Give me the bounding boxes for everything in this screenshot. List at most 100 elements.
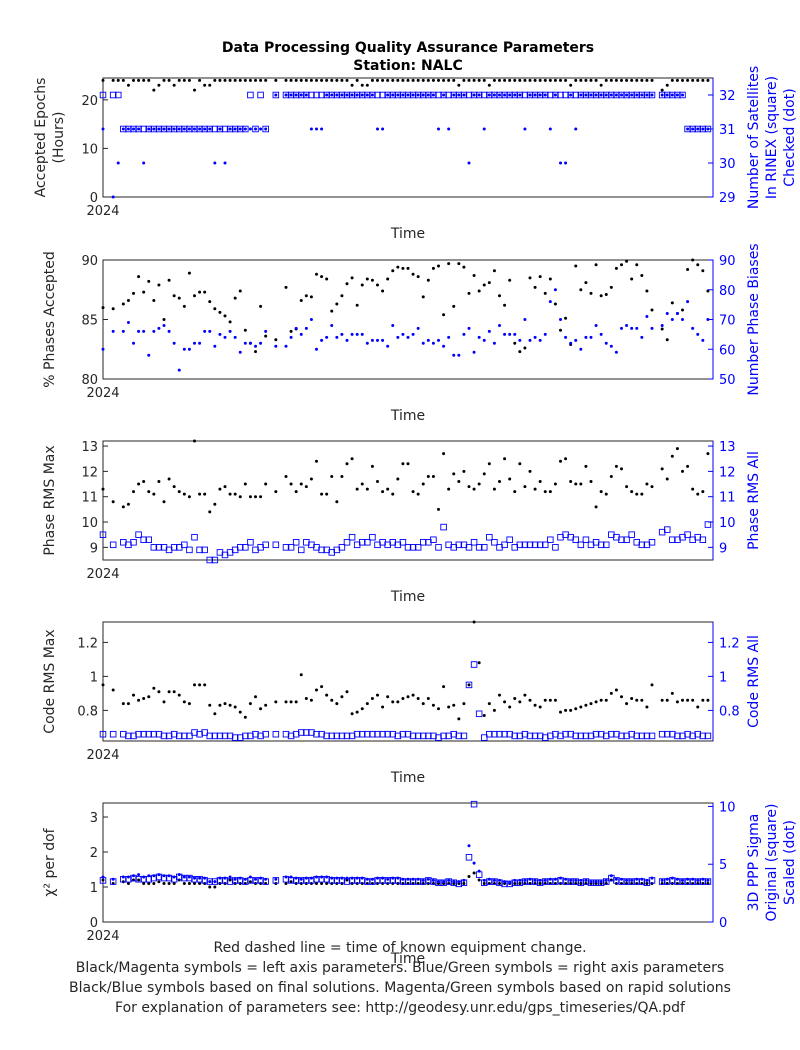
dot-marker xyxy=(660,93,664,97)
square-marker xyxy=(414,91,422,99)
square-marker xyxy=(181,125,188,133)
dot-marker xyxy=(137,698,141,702)
dot-marker xyxy=(620,263,623,267)
square-marker xyxy=(669,91,676,99)
dot-marker xyxy=(691,877,695,881)
square-marker xyxy=(236,125,244,133)
dot-marker xyxy=(299,78,303,82)
square-marker xyxy=(486,91,493,99)
square-marker xyxy=(247,732,254,740)
x-axis-label: Time xyxy=(390,408,425,424)
dot-marker xyxy=(533,335,537,339)
dot-marker xyxy=(482,78,486,82)
dot-marker xyxy=(503,332,507,336)
square-marker xyxy=(328,91,336,99)
dot-marker xyxy=(589,93,593,97)
dot-marker xyxy=(640,78,644,82)
dot-marker xyxy=(147,127,151,131)
dot-marker xyxy=(477,661,481,665)
dot-marker xyxy=(614,350,618,354)
square-marker xyxy=(226,125,234,133)
dot-marker xyxy=(365,277,369,281)
dot-marker xyxy=(320,78,324,82)
dot-marker xyxy=(635,698,639,702)
square-marker xyxy=(699,732,707,740)
square-marker xyxy=(135,876,142,883)
dot-marker xyxy=(640,93,644,97)
dot-marker xyxy=(650,308,654,312)
dot-marker xyxy=(172,485,176,489)
right-tick-label: 29 xyxy=(719,191,736,206)
dot-marker xyxy=(299,482,303,486)
square-marker xyxy=(318,546,325,554)
dot-marker xyxy=(162,127,166,131)
square-marker xyxy=(638,91,646,99)
left-tick-label: 0 xyxy=(90,916,98,931)
left-tick-label: 90 xyxy=(81,254,98,269)
square-marker xyxy=(542,541,549,549)
square-marker xyxy=(521,878,529,885)
dot-marker xyxy=(157,83,161,87)
dot-marker xyxy=(614,93,618,97)
square-marker xyxy=(226,878,234,885)
dot-marker xyxy=(177,127,181,131)
dot-marker xyxy=(457,480,461,484)
dot-marker xyxy=(294,700,298,704)
dot-marker xyxy=(472,78,476,82)
dot-marker xyxy=(681,469,684,473)
dot-marker xyxy=(193,882,196,885)
dot-marker xyxy=(208,885,212,889)
dot-marker xyxy=(426,697,430,700)
dot-marker xyxy=(513,697,517,700)
dot-marker xyxy=(360,332,364,336)
square-marker xyxy=(536,732,544,740)
dot-marker xyxy=(264,877,268,881)
dot-marker xyxy=(365,702,369,706)
dot-marker xyxy=(284,78,288,82)
dot-marker xyxy=(640,877,644,881)
dot-marker xyxy=(304,326,308,330)
dot-marker xyxy=(564,316,568,320)
dot-marker xyxy=(126,83,130,87)
dot-marker xyxy=(614,464,618,468)
square-marker xyxy=(430,878,437,885)
square-marker xyxy=(633,732,641,740)
dot-marker xyxy=(223,161,227,165)
square-marker xyxy=(430,91,437,99)
dot-marker xyxy=(126,320,130,324)
square-marker xyxy=(531,732,539,740)
dot-marker xyxy=(467,161,471,165)
square-marker xyxy=(674,91,681,99)
square-marker xyxy=(587,879,595,886)
square-marker xyxy=(704,878,712,885)
dot-marker xyxy=(604,878,608,882)
square-marker xyxy=(130,539,137,546)
dot-marker xyxy=(304,876,308,880)
dot-marker xyxy=(533,878,537,882)
dot-marker xyxy=(355,93,359,97)
square-marker xyxy=(531,91,539,99)
series-right-square xyxy=(99,521,712,564)
square-marker xyxy=(684,125,691,133)
square-marker xyxy=(186,125,193,133)
dot-marker xyxy=(508,93,512,97)
dot-marker xyxy=(289,335,293,339)
dot-marker xyxy=(498,878,501,882)
square-marker xyxy=(587,91,595,99)
dot-marker xyxy=(208,127,212,131)
square-marker xyxy=(318,91,325,99)
dot-marker xyxy=(264,482,268,486)
dot-marker xyxy=(335,500,339,504)
square-marker xyxy=(542,91,549,99)
square-marker xyxy=(328,732,336,740)
square-marker xyxy=(679,732,686,740)
dot-marker xyxy=(162,874,166,878)
dot-marker xyxy=(345,93,349,97)
square-marker xyxy=(374,730,381,738)
dot-marker xyxy=(706,318,710,321)
dot-marker xyxy=(182,127,186,131)
square-marker xyxy=(99,730,107,738)
dot-marker xyxy=(462,882,466,885)
right-tick-label: 90 xyxy=(719,254,736,269)
dot-marker xyxy=(665,698,669,702)
